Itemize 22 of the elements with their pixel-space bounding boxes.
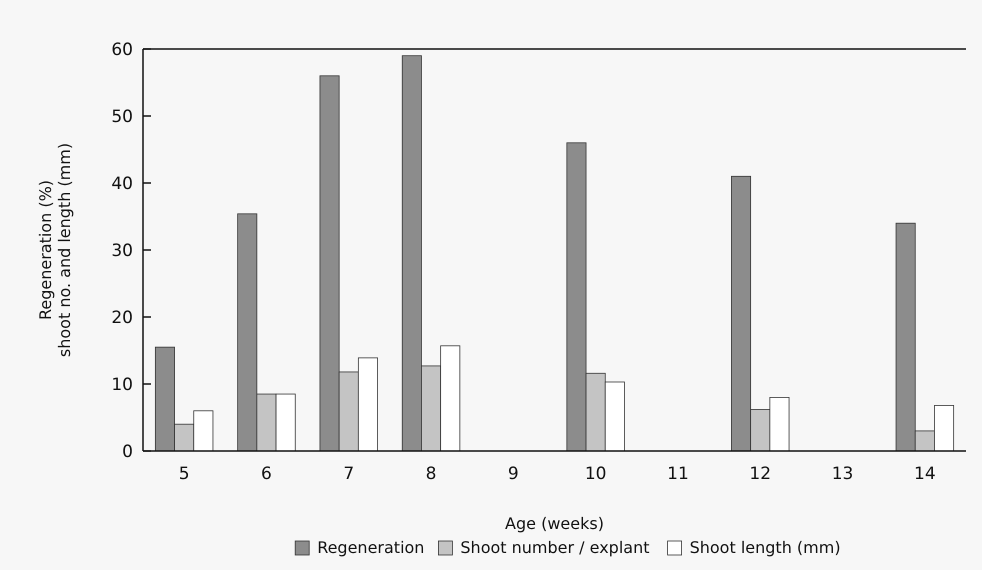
x-tick-label: 10 [584, 464, 606, 484]
x-tick-label: 8 [426, 464, 436, 484]
y-tick-label: 0 [122, 442, 133, 462]
y-tick-label: 50 [111, 106, 133, 127]
x-axis-title: Age (weeks) [505, 514, 604, 533]
legend-label: Shoot length (mm) [690, 538, 841, 557]
x-tick-label: 5 [178, 464, 190, 484]
y-tick-label: 10 [111, 374, 133, 395]
x-tick-label: 6 [261, 464, 272, 484]
x-tick-label: 12 [749, 464, 772, 484]
y-axis-title: Regeneration (%) shoot no. and length (mm) [36, 142, 74, 358]
x-tick-label: 7 [343, 464, 354, 484]
legend-label: Shoot number / explant [460, 538, 650, 557]
y-tick-label: 60 [111, 40, 133, 60]
x-tick-label: 11 [667, 464, 689, 484]
x-tick-label: 13 [832, 464, 854, 484]
y-tick-label: 40 [111, 174, 133, 194]
x-tick-label: 9 [508, 464, 519, 484]
x-tick-label: 14 [914, 464, 936, 484]
y-tick-label: 30 [111, 240, 133, 261]
y-tick-label: 20 [111, 308, 133, 328]
legend-label: Regeneration [317, 538, 424, 557]
